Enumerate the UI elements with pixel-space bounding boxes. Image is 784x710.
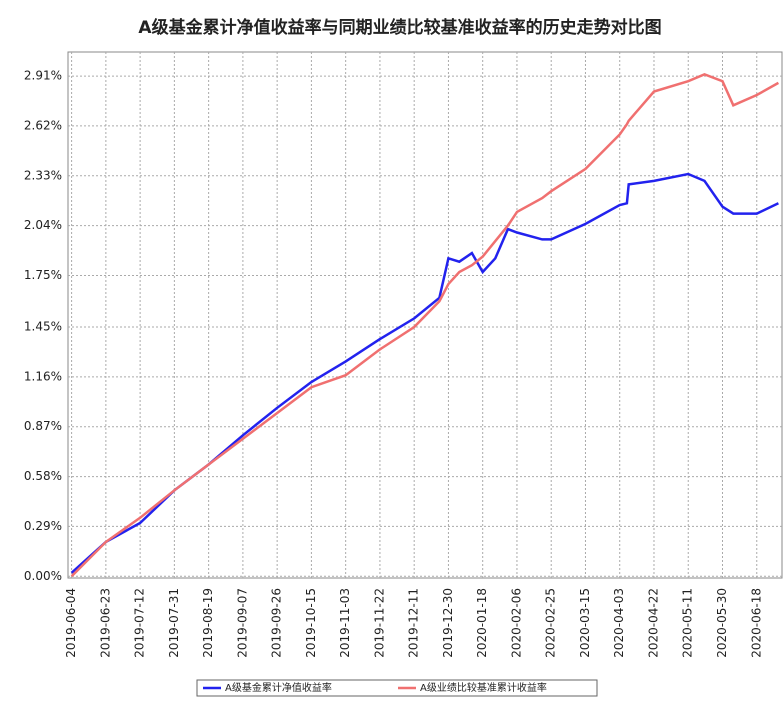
x-tick-label: 2019-08-19 bbox=[201, 588, 215, 658]
x-tick-label: 2020-05-30 bbox=[715, 588, 729, 658]
x-tick-label: 2020-04-22 bbox=[646, 588, 660, 658]
y-tick-label: 2.04% bbox=[24, 218, 62, 232]
y-tick-label: 2.62% bbox=[24, 118, 62, 132]
x-tick-label: 2019-07-12 bbox=[133, 588, 147, 658]
series-line bbox=[70, 72, 780, 578]
x-tick-label: 2019-09-26 bbox=[270, 588, 284, 658]
y-tick-label: 1.45% bbox=[24, 320, 62, 334]
x-tick-label: 2019-07-31 bbox=[167, 588, 181, 658]
legend-box bbox=[196, 679, 598, 697]
y-tick-label: 1.75% bbox=[24, 268, 62, 282]
x-tick-label: 2019-11-22 bbox=[372, 588, 386, 658]
y-tick-label: 0.29% bbox=[24, 519, 62, 533]
x-tick-label: 2019-10-15 bbox=[304, 588, 318, 658]
x-tick-label: 2019-09-07 bbox=[235, 588, 249, 658]
legend-label: A级业绩比较基准累计收益率 bbox=[420, 681, 547, 694]
x-tick-label: 2020-01-18 bbox=[475, 588, 489, 658]
x-tick-label: 2020-02-25 bbox=[544, 588, 558, 658]
y-tick-label: 0.58% bbox=[24, 469, 62, 483]
x-tick-label: 2020-02-06 bbox=[509, 588, 523, 658]
x-tick-label: 2019-06-23 bbox=[98, 588, 112, 658]
x-tick-label: 2020-04-03 bbox=[612, 588, 626, 658]
x-tick-label: 2019-06-04 bbox=[64, 588, 78, 658]
y-tick-label: 2.33% bbox=[24, 168, 62, 182]
x-tick-label: 2020-06-18 bbox=[749, 588, 763, 658]
y-tick-label: 1.16% bbox=[24, 369, 62, 383]
series-line bbox=[70, 172, 779, 574]
y-tick-label: 0.00% bbox=[24, 569, 62, 583]
x-tick-label: 2020-05-11 bbox=[681, 588, 695, 658]
x-tick-label: 2019-12-30 bbox=[441, 588, 455, 658]
x-tick-label: 2020-03-15 bbox=[578, 588, 592, 658]
chart-title: A级基金累计净值收益率与同期业绩比较基准收益率的历史走势对比图 bbox=[138, 17, 661, 38]
legend-label: A级基金累计净值收益率 bbox=[225, 681, 332, 694]
x-tick-label: 2019-12-11 bbox=[407, 588, 421, 658]
y-tick-label: 2.91% bbox=[24, 69, 62, 83]
y-tick-label: 0.87% bbox=[24, 419, 62, 433]
x-tick-label: 2019-11-03 bbox=[338, 588, 352, 658]
